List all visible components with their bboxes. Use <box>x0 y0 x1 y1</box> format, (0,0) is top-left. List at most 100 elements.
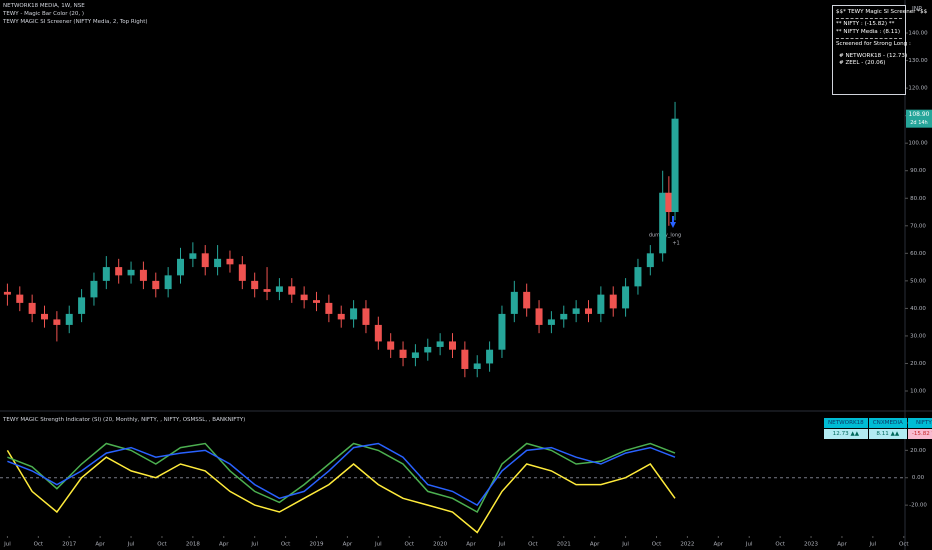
table-cell: 12.73 ▲▲ <box>824 429 868 439</box>
candle-body <box>572 308 580 314</box>
candle-body <box>362 308 370 325</box>
candle-body <box>622 286 630 309</box>
countdown: 2d 14h <box>910 120 927 126</box>
candle-body <box>288 286 296 295</box>
indicator-title: TEWY MAGIC Strength Indicator (SI) (20, … <box>3 417 246 423</box>
y-tick-label: -20.00 <box>909 503 927 509</box>
screener-line: ** NIFTY Media : (8.11) <box>836 28 900 35</box>
x-tick-label: Apr <box>95 542 105 548</box>
candle-body <box>41 313 49 320</box>
candle-body <box>659 192 667 254</box>
x-tick-label: 2022 <box>680 542 694 548</box>
candle-body <box>609 294 617 309</box>
x-tick-label: Jul <box>745 542 753 548</box>
y-tick-label: 40.00 <box>910 306 926 312</box>
x-tick-label: Oct <box>528 542 538 548</box>
y-tick-label: 30.00 <box>910 333 926 339</box>
candle-body <box>350 308 358 320</box>
x-tick-label: Apr <box>714 542 724 548</box>
x-tick-label: Apr <box>343 542 353 548</box>
x-tick-label: Jul <box>3 542 11 548</box>
candle-body <box>436 341 444 347</box>
candle-body <box>201 253 209 268</box>
candle-body <box>78 297 86 314</box>
candle-body <box>263 289 271 292</box>
candle-body <box>3 291 11 295</box>
candle-body <box>510 291 518 314</box>
table-cell: -15.82 ▼ <box>907 429 932 439</box>
candle-body <box>226 258 234 265</box>
symbol: NETWORK18 MEDIA, 1W, NSE <box>3 3 85 9</box>
screener-subtitle: Screened for Strong Long : <box>836 41 911 48</box>
si-line <box>6 450 676 534</box>
y-tick-label: 20.00 <box>910 448 926 454</box>
x-tick-label: Jul <box>869 542 877 548</box>
x-tick-label: Jul <box>127 542 135 548</box>
candle-body <box>127 269 135 276</box>
candle-body <box>275 286 283 292</box>
candle-body <box>399 349 407 358</box>
x-tick-label: Jul <box>498 542 506 548</box>
table-header: CNXMEDIA <box>868 418 907 428</box>
y-tick-label: 80.00 <box>910 196 926 202</box>
si-line <box>7 442 676 507</box>
y-tick-label: 20.00 <box>910 361 926 367</box>
candle-body <box>584 308 592 314</box>
x-tick-label: Oct <box>281 542 291 548</box>
candle-body <box>325 302 333 314</box>
candle-body <box>387 341 395 350</box>
candle-body <box>424 346 432 353</box>
candle-body <box>214 258 222 268</box>
screener-pick: # NETWORK18 - (12.73) <box>839 52 908 59</box>
x-tick-label: Apr <box>219 542 229 548</box>
y-tick-label: 90.00 <box>910 168 926 174</box>
candle-body <box>337 313 345 320</box>
y-tick-label: 130.00 <box>908 58 928 64</box>
screener-title: $$* TEWY Magic SI Screener *$$ <box>836 9 928 15</box>
screener-box: $$* TEWY Magic SI Screener *$$ ** NIFTY … <box>832 5 928 95</box>
candle-body <box>313 300 321 303</box>
candle-body <box>547 319 555 325</box>
x-tick-label: Apr <box>837 542 847 548</box>
x-tick-label: 2021 <box>557 542 571 548</box>
x-tick-label: 2019 <box>310 542 324 548</box>
si-table: NETWORK18 CNXMEDIA NIFTY 12.73 ▲▲ 8.11 ▲▲ -1… <box>823 417 932 440</box>
x-tick-label: Oct <box>404 542 414 548</box>
study: TEWY MAGIC SI Screener (NIFTY Media, 2, … <box>3 19 148 25</box>
candle-body <box>177 258 185 276</box>
candle-body <box>53 319 61 325</box>
candle-body <box>238 264 246 281</box>
divider <box>836 38 902 40</box>
candle-body <box>665 192 673 213</box>
candle-body <box>473 363 481 369</box>
x-tick-label: 2023 <box>804 542 818 548</box>
x-tick-label: 2020 <box>433 542 447 548</box>
screener-pick: # ZEEL - (20.06) <box>839 60 886 67</box>
x-tick-label: 2018 <box>186 542 200 548</box>
y-tick-label: 60.00 <box>910 251 926 257</box>
y-tick-label: 50.00 <box>910 278 926 284</box>
y-tick-label: 70.00 <box>910 223 926 229</box>
x-tick-label: Jul <box>374 542 382 548</box>
candle-body <box>523 291 531 309</box>
y-tick-label: 120.00 <box>908 86 928 92</box>
x-tick-label: Apr <box>466 542 476 548</box>
candle-body <box>560 313 568 320</box>
last-price: 108.90 <box>909 111 930 118</box>
candle-body <box>251 280 259 290</box>
x-tick-label: Jul <box>621 542 629 548</box>
candle-body <box>634 267 642 287</box>
candle-body <box>164 275 172 290</box>
candle-body <box>535 308 543 325</box>
candle-body <box>411 352 419 358</box>
price-tag <box>906 109 932 128</box>
table-header: NETWORK18 <box>824 418 868 428</box>
candle-body <box>28 302 36 314</box>
candle-body <box>90 280 98 298</box>
candle-body <box>300 294 308 301</box>
x-tick-label: 2017 <box>62 542 76 548</box>
candle-body <box>152 280 160 290</box>
candle-body <box>115 267 123 276</box>
candle-body <box>597 294 605 314</box>
